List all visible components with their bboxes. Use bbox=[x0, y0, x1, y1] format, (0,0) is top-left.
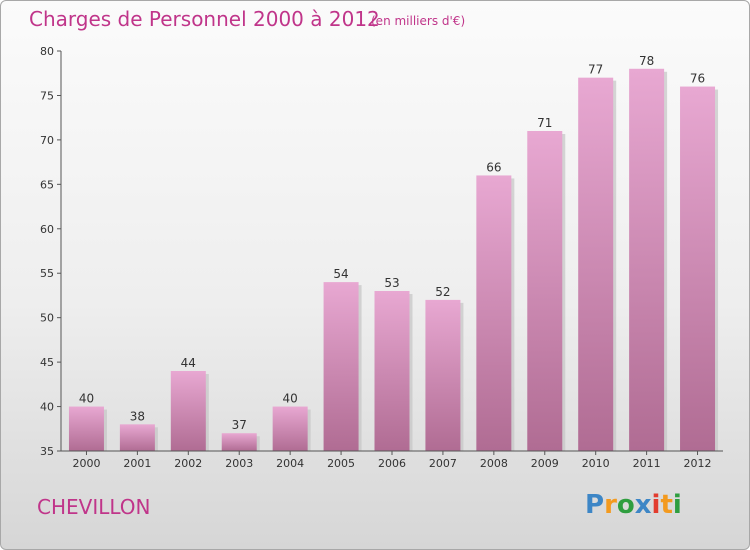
y-tick-label: 70 bbox=[40, 134, 54, 147]
y-tick-label: 55 bbox=[40, 267, 54, 280]
logo-letter: i bbox=[651, 490, 661, 520]
proxiti-logo: Proxiti bbox=[585, 490, 682, 520]
logo-letter: t bbox=[660, 490, 673, 520]
bar-2002 bbox=[170, 371, 206, 451]
x-tick-label: 2009 bbox=[531, 457, 559, 470]
logo-letter: P bbox=[585, 490, 605, 520]
bar-2005 bbox=[323, 282, 359, 451]
bar-2003 bbox=[221, 433, 257, 451]
x-tick-label: 2008 bbox=[480, 457, 508, 470]
bar-2007 bbox=[425, 299, 461, 451]
y-tick-label: 50 bbox=[40, 312, 54, 325]
data-label: 40 bbox=[283, 392, 298, 406]
x-tick-label: 2011 bbox=[633, 457, 661, 470]
data-label: 40 bbox=[79, 392, 94, 406]
y-tick-label: 45 bbox=[40, 356, 54, 369]
x-tick-label: 2010 bbox=[582, 457, 610, 470]
data-label: 44 bbox=[181, 356, 196, 370]
y-tick-label: 65 bbox=[40, 178, 54, 191]
y-axis: 35 40 45 50 55 60 65 70 75 80 bbox=[40, 45, 62, 458]
x-tick-label: 2012 bbox=[684, 457, 712, 470]
logo-letter: r bbox=[604, 490, 617, 520]
bar-2001 bbox=[119, 424, 155, 451]
bar-2010 bbox=[578, 77, 614, 452]
logo-letter: i bbox=[672, 490, 682, 520]
y-tick-label: 80 bbox=[40, 45, 54, 58]
data-label: 37 bbox=[232, 418, 247, 432]
data-label: 38 bbox=[130, 409, 145, 423]
data-label: 77 bbox=[588, 63, 603, 77]
bar-2006 bbox=[374, 291, 410, 451]
bar-2011 bbox=[629, 68, 665, 452]
data-label: 52 bbox=[435, 285, 450, 299]
logo-letter: o bbox=[616, 490, 635, 520]
x-tick-label: 2003 bbox=[225, 457, 253, 470]
x-tick-label: 2002 bbox=[174, 457, 202, 470]
bar-2008 bbox=[476, 175, 512, 451]
chart-title: Charges de Personnel 2000 à 2012 bbox=[29, 7, 380, 31]
data-label: 54 bbox=[333, 267, 348, 281]
town-name: CHEVILLON bbox=[37, 495, 151, 519]
logo-letter: x bbox=[634, 490, 652, 520]
x-tick-label: 2004 bbox=[276, 457, 304, 470]
x-tick-label: 2000 bbox=[72, 457, 100, 470]
bars bbox=[68, 68, 716, 452]
data-label: 76 bbox=[690, 72, 705, 86]
chart-subtitle: (en milliers d'€) bbox=[371, 14, 466, 28]
data-label: 53 bbox=[384, 276, 399, 290]
bar-2004 bbox=[272, 406, 308, 451]
y-tick-label: 40 bbox=[40, 401, 54, 414]
y-tick-label: 35 bbox=[40, 445, 54, 458]
bar-labels: 40 38 44 37 40 54 53 52 66 71 77 78 76 bbox=[79, 54, 705, 432]
x-tick-label: 2007 bbox=[429, 457, 457, 470]
bar-2009 bbox=[527, 131, 563, 451]
x-axis: 2000 2001 2002 2003 2004 2005 2006 2007 2008 2009… bbox=[61, 450, 723, 470]
data-label: 71 bbox=[537, 116, 552, 130]
x-tick-label: 2001 bbox=[123, 457, 151, 470]
x-tick-label: 2005 bbox=[327, 457, 355, 470]
data-label: 66 bbox=[486, 160, 501, 174]
data-label: 78 bbox=[639, 54, 654, 68]
bar-2012 bbox=[680, 86, 716, 452]
y-tick-label: 60 bbox=[40, 223, 54, 236]
x-tick-label: 2006 bbox=[378, 457, 406, 470]
y-tick-label: 75 bbox=[40, 89, 54, 102]
bar-2000 bbox=[68, 406, 104, 451]
